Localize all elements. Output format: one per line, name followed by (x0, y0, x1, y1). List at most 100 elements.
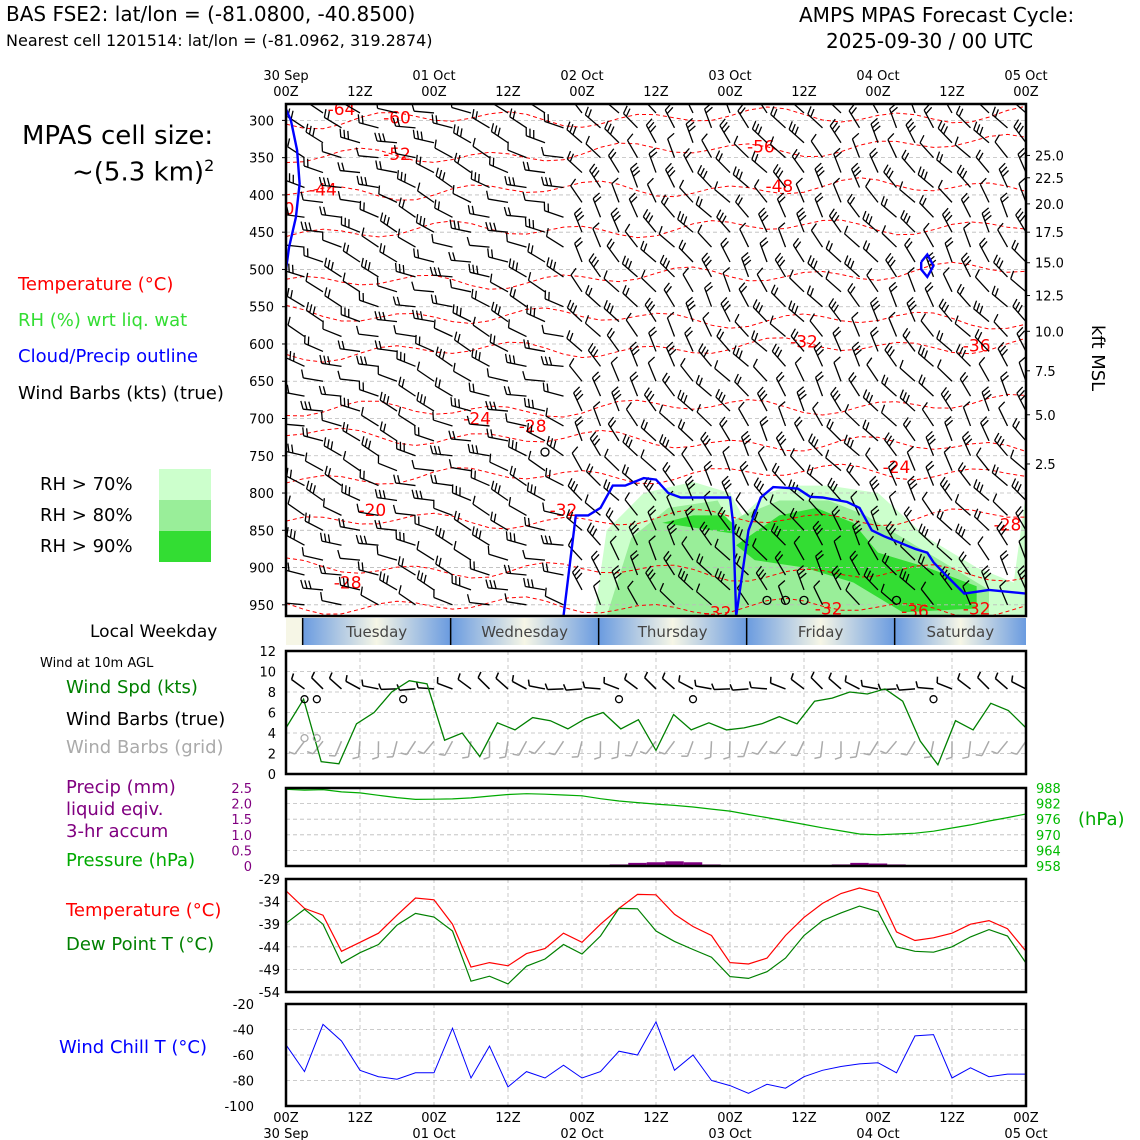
wind-barb (752, 299, 768, 323)
bottom-hour-label: 12Z (643, 1111, 669, 1126)
wind-barb (954, 315, 971, 338)
top-hour-label: 00Z (1013, 85, 1039, 100)
pressure-tick-label: 700 (249, 413, 274, 428)
wind-barb (451, 484, 472, 502)
precip-bar (665, 861, 684, 866)
wind-barb (452, 304, 472, 323)
weekday-segment (286, 618, 303, 645)
wind-barb (887, 133, 898, 158)
true-wind-barb (678, 675, 694, 690)
wind-barb (485, 579, 509, 591)
wind-barb (487, 248, 509, 263)
wind-barb (414, 515, 435, 531)
precip-bar (683, 862, 703, 866)
wind-barb (998, 401, 1009, 427)
wind-barb (887, 460, 898, 486)
wind-barb (940, 386, 953, 412)
wind-barb (955, 523, 971, 546)
wind-barb (1010, 270, 1026, 293)
true-wind-barb (936, 676, 953, 690)
wind-barb (625, 401, 639, 427)
legend-rh80-label: RH > 80% (40, 505, 133, 526)
wind-barb (470, 468, 490, 487)
wind-barb (833, 356, 842, 382)
bottom-hour-label: 00Z (569, 1111, 595, 1126)
bottom-date-label: 01 Oct (412, 1127, 455, 1140)
wind-barb (622, 105, 638, 129)
wind-barb (813, 580, 824, 606)
bottom-hour-label: 00Z (1013, 1111, 1039, 1126)
wind-barb (486, 428, 509, 442)
wind-barb (396, 440, 416, 457)
wind-barb (359, 469, 379, 487)
wind-barb (629, 162, 641, 188)
wind-barb (435, 525, 453, 546)
wind-barb (435, 167, 453, 189)
wind-barb (648, 535, 657, 561)
wind-barb (771, 343, 786, 367)
wind-barb (606, 238, 620, 263)
wind-barb (303, 334, 324, 353)
wind-barb (769, 315, 786, 338)
wind-barb (1000, 371, 1009, 397)
nearest-cell: Nearest cell 1201514: lat/lon = (-81.096… (6, 31, 433, 50)
wind-barb (566, 299, 583, 323)
wind-barb (286, 527, 305, 546)
wind-barb (789, 269, 805, 293)
wind-barb (770, 106, 786, 129)
wind-barb (640, 240, 657, 263)
wind-barb (662, 372, 676, 397)
wind-barb (411, 489, 435, 502)
wind-barb (434, 199, 453, 218)
wind-barb (566, 150, 583, 174)
wind-barb (574, 237, 583, 263)
wind-barb (342, 422, 361, 442)
wind-barb (355, 355, 379, 367)
wind-barb (828, 208, 842, 233)
bottom-date-label: 03 Oct (708, 1127, 751, 1140)
wind-barb (434, 377, 453, 397)
wind-barb (806, 464, 823, 487)
kft-tick-label: 22.5 (1035, 172, 1064, 187)
wind-barb (852, 520, 863, 546)
legend-temp2: Temperature (°C) (66, 900, 222, 921)
wind-barb (320, 592, 342, 606)
wind-barb (489, 453, 509, 472)
wind-barb (392, 504, 416, 517)
windchill-line (285, 1020, 1026, 1094)
wind-barb (714, 360, 731, 382)
wind-barb (356, 175, 379, 189)
grid-wind-barb (737, 740, 750, 758)
wind-barb (991, 464, 1008, 487)
wind-barb (973, 479, 990, 501)
grid-wind-barb (400, 740, 417, 756)
grid-wind-barb (769, 740, 787, 755)
rh-region-90 (662, 515, 737, 535)
wind-barb (339, 128, 361, 144)
wind-barb (286, 602, 305, 606)
wind-barb (540, 146, 564, 159)
wind-barb (286, 287, 305, 308)
wind-barb (696, 553, 712, 576)
wind-barb (679, 179, 694, 203)
wind-barb (527, 272, 546, 293)
temp-tick-label: -44 (259, 941, 280, 956)
wind-barb (505, 531, 527, 546)
hpa-unit-label: (hPa) (1078, 809, 1125, 830)
wind-barb (830, 386, 842, 412)
wind-barb (357, 114, 379, 129)
wind-barb (286, 171, 305, 189)
wind-barb (974, 104, 990, 114)
wind-barb (544, 290, 564, 308)
wind-barb (703, 460, 713, 486)
wind-barb (471, 526, 490, 546)
wind-barb (355, 147, 379, 159)
wind-barb (851, 341, 862, 367)
wind-barb (810, 223, 824, 248)
wind-barb (825, 270, 842, 293)
wind-barb (452, 362, 472, 382)
wind-barb (611, 565, 622, 591)
wind-barb (467, 205, 490, 218)
wind-barb (357, 561, 379, 576)
wind-barb (774, 550, 787, 576)
